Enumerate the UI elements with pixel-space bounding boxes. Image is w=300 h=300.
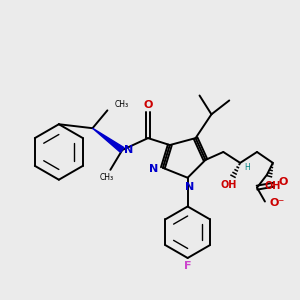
Text: O⁻: O⁻ <box>270 199 285 208</box>
Text: N: N <box>124 145 134 155</box>
Text: N: N <box>185 182 194 192</box>
Text: CH₃: CH₃ <box>114 100 128 109</box>
Polygon shape <box>92 128 124 152</box>
Text: OH: OH <box>265 181 281 191</box>
Text: N: N <box>149 164 159 174</box>
Text: F: F <box>184 261 191 271</box>
Text: OH: OH <box>220 180 236 190</box>
Text: CH₃: CH₃ <box>99 173 113 182</box>
Text: H: H <box>244 163 250 172</box>
Text: O: O <box>143 100 153 110</box>
Text: O: O <box>279 177 288 187</box>
